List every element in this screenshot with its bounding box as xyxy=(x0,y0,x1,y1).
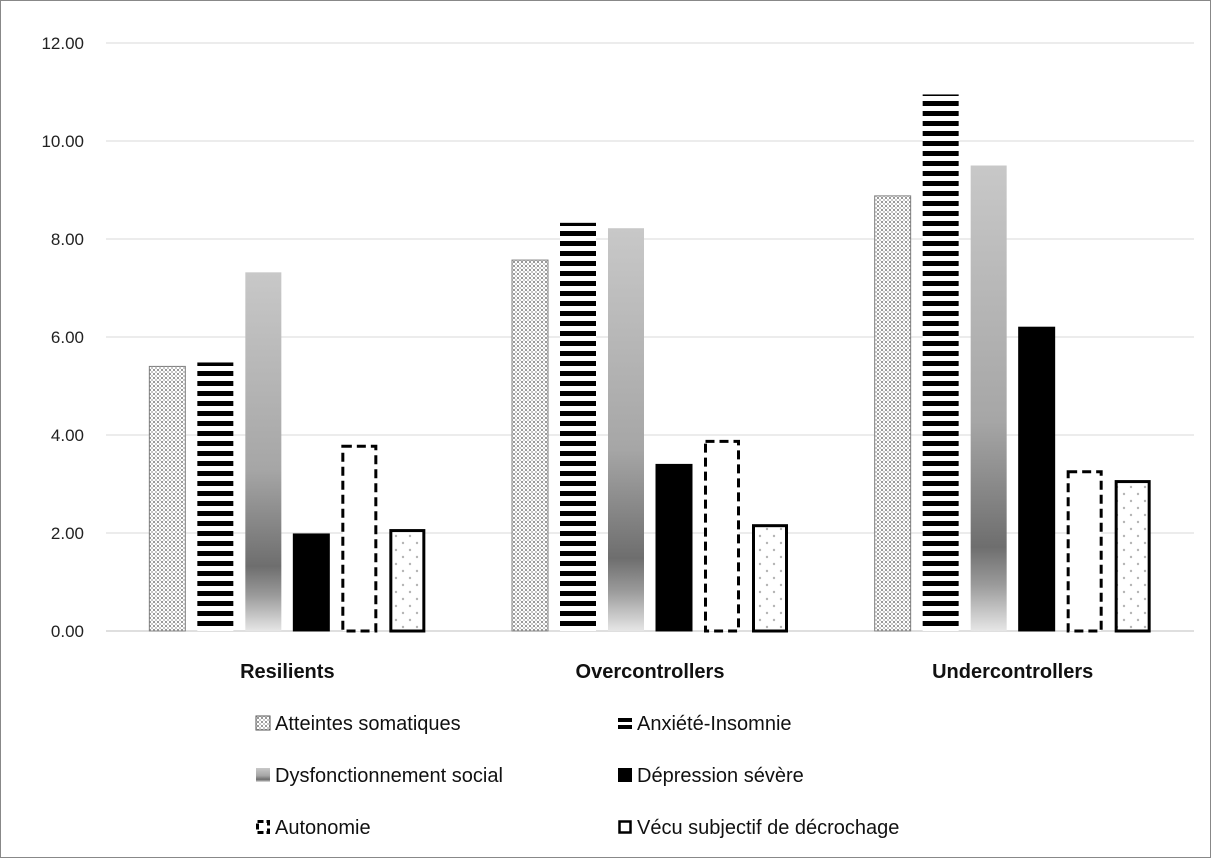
bar xyxy=(1114,480,1151,633)
legend-swatch xyxy=(618,820,632,834)
y-tick-label: 2.00 xyxy=(51,524,84,543)
bar xyxy=(511,259,549,632)
y-tick-label: 12.00 xyxy=(41,34,84,53)
legend-item: Anxiété-Insomnie xyxy=(618,713,792,735)
legend-label: Atteintes somatiques xyxy=(275,713,461,735)
y-tick-label: 6.00 xyxy=(51,328,84,347)
y-tick-label: 8.00 xyxy=(51,230,84,249)
bar xyxy=(245,272,282,631)
legend-label: Dysfonctionnement social xyxy=(275,765,503,787)
bar xyxy=(197,362,234,631)
legend-item: Atteintes somatiques xyxy=(255,713,461,735)
category-label: Overcontrollers xyxy=(576,661,725,683)
bar xyxy=(292,533,330,632)
bar xyxy=(1018,326,1056,632)
y-tick-label: 0.00 xyxy=(51,622,84,641)
bar xyxy=(922,94,959,631)
legend-swatch xyxy=(618,768,632,782)
bar xyxy=(560,222,596,631)
y-tick-label: 10.00 xyxy=(41,132,84,151)
bar xyxy=(389,529,426,633)
bar xyxy=(970,165,1007,631)
bar xyxy=(341,444,378,633)
legend-swatch xyxy=(255,715,271,731)
legend-swatch xyxy=(618,718,632,729)
bar xyxy=(874,195,912,632)
legend-item: Dysfonctionnement social xyxy=(256,765,503,787)
bar xyxy=(704,439,740,633)
bar xyxy=(752,524,788,633)
bar xyxy=(1066,470,1103,633)
legend-label: Vécu subjectif de décrochage xyxy=(637,817,899,839)
category-label: Resilients xyxy=(240,661,334,683)
legend-label: Dépression sévère xyxy=(637,765,804,787)
bar xyxy=(655,463,693,632)
legend-item: Autonomie xyxy=(256,817,371,839)
legend-item: Dépression sévère xyxy=(618,765,804,787)
legend-label: Autonomie xyxy=(275,817,371,839)
legend-item: Vécu subjectif de décrochage xyxy=(618,817,899,839)
legend-label: Anxiété-Insomnie xyxy=(637,713,792,735)
legend-swatch xyxy=(256,768,270,782)
bar xyxy=(608,228,644,631)
legend-swatch xyxy=(256,820,270,834)
bar xyxy=(148,365,186,632)
category-label: Undercontrollers xyxy=(932,661,1093,683)
y-tick-label: 4.00 xyxy=(51,426,84,445)
